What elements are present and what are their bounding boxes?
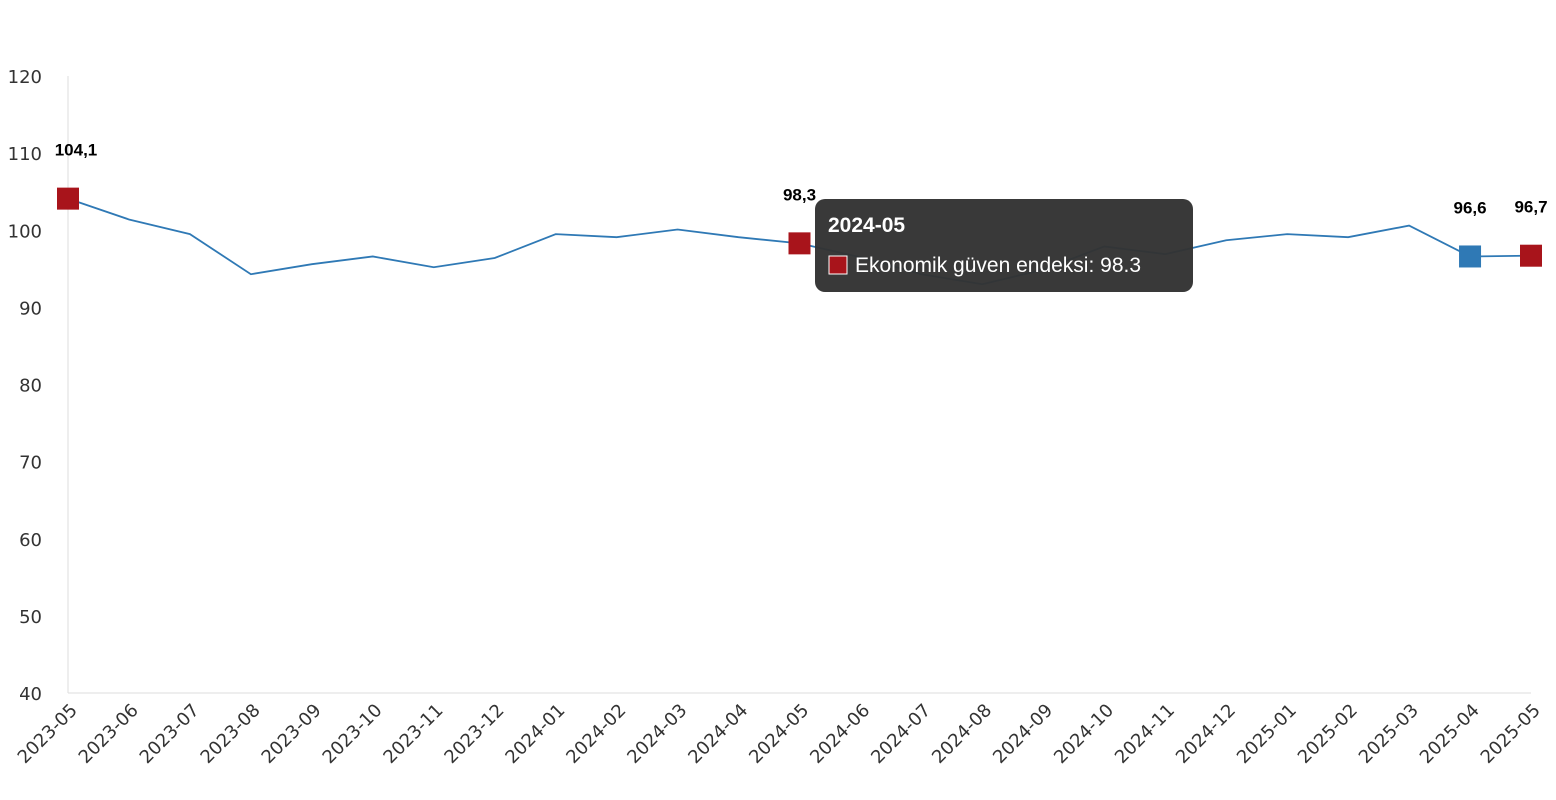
x-tick-label: 2024-04 (684, 700, 752, 768)
x-tick-label: 2024-06 (806, 700, 874, 768)
x-tick-label: 2023-07 (136, 700, 204, 768)
x-tick-label: 2024-03 (623, 700, 691, 768)
x-tick-label: 2024-02 (562, 700, 630, 768)
tooltip: 2024-05 Ekonomik güven endeksi: 98.3 (815, 199, 1193, 292)
marker (57, 187, 79, 210)
tooltip-text: Ekonomik güven endeksi: 98.3 (855, 254, 1141, 277)
marker (1520, 244, 1542, 267)
y-tick-label: 40 (19, 684, 42, 705)
x-tick-label: 2024-05 (745, 700, 813, 768)
x-tick-label: 2025-04 (1416, 700, 1484, 768)
value-label: 96,6 (1453, 198, 1486, 217)
x-tick-label: 2023-12 (440, 700, 508, 768)
value-label: 96,7 (1514, 198, 1547, 217)
y-tick-label: 120 (8, 67, 42, 88)
x-tick-label: 2023-08 (197, 700, 265, 768)
marker (788, 232, 811, 255)
x-tick-label: 2023-05 (14, 700, 82, 768)
y-tick-label: 90 (19, 298, 42, 319)
x-tick-label: 2025-01 (1233, 700, 1301, 768)
y-tick-label: 80 (19, 376, 42, 397)
tooltip-box (815, 199, 1193, 292)
x-tick-label: 2024-10 (1050, 700, 1118, 768)
value-label: 104,1 (55, 141, 98, 160)
x-tick-label: 2025-02 (1294, 700, 1362, 768)
x-tick-label: 2023-09 (258, 700, 326, 768)
y-tick-label: 110 (8, 144, 42, 165)
x-tick-label: 2024-08 (928, 700, 996, 768)
y-tick-label: 70 (19, 453, 42, 474)
y-tick-label: 60 (19, 530, 42, 551)
x-tick-label: 2024-07 (867, 700, 935, 768)
x-tick-label: 2024-11 (1111, 700, 1179, 768)
x-tick-label: 2023-10 (319, 700, 387, 768)
x-tick-label: 2023-06 (75, 700, 143, 768)
x-tick-label: 2023-11 (379, 700, 447, 768)
tooltip-title: 2024-05 (828, 214, 905, 237)
x-tick-label: 2024-01 (501, 700, 569, 768)
x-tick-label: 2025-05 (1477, 700, 1545, 768)
y-tick-label: 50 (19, 607, 42, 628)
value-label: 98,3 (783, 185, 816, 204)
tooltip-swatch (828, 255, 848, 275)
y-tick-label: 100 (8, 221, 42, 242)
x-tick-label: 2025-03 (1355, 700, 1423, 768)
x-tick-label: 2024-09 (989, 700, 1057, 768)
x-tick-label: 2024-12 (1172, 700, 1240, 768)
marker (1459, 245, 1482, 268)
